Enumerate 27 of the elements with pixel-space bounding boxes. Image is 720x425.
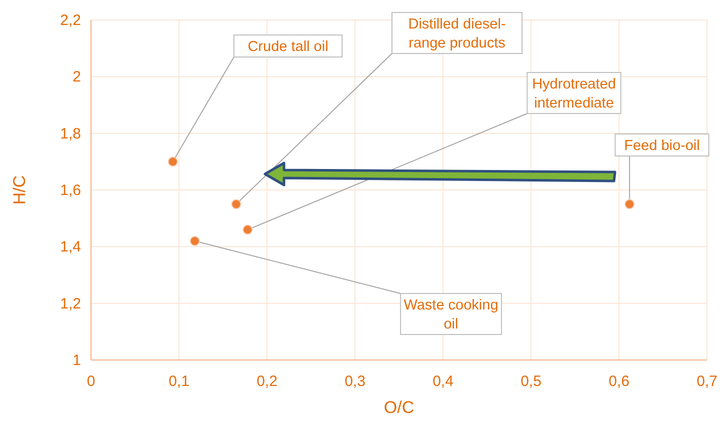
y-tick-label: 1 <box>72 352 81 369</box>
y-tick-label: 2 <box>72 68 81 86</box>
x-tick-label: 0,5 <box>520 373 542 390</box>
x-tick-label: 0 <box>86 373 96 390</box>
y-tick-label: 1,2 <box>60 295 81 312</box>
x-tick-label: 0,2 <box>256 373 278 390</box>
x-tick-label: 0,1 <box>168 373 190 390</box>
x-axis-title: O/C <box>384 398 414 417</box>
y-tick-label: 1,8 <box>60 125 81 142</box>
point <box>231 199 242 210</box>
annotation: Distilled diesel-range products <box>408 16 506 52</box>
annotation: Waste cooking oil <box>404 298 498 332</box>
x-tick-label: 0,3 <box>344 373 366 390</box>
y-tick-label: 2,2 <box>60 12 81 29</box>
annotation: Crude tall oil <box>248 39 328 55</box>
y-tick-label: 1,4 <box>60 238 81 256</box>
point <box>190 236 200 246</box>
x-tick-label: 0,7 <box>696 373 718 390</box>
point <box>624 199 635 210</box>
x-tick-label: 0,4 <box>432 373 454 390</box>
point <box>242 224 253 235</box>
point <box>168 156 178 167</box>
y-axis-title: H/C <box>10 175 29 205</box>
x-tick-label: 0,6 <box>608 373 630 390</box>
annotation: Hydrotreated intermediate <box>532 76 616 112</box>
y-tick-label: 1,6 <box>60 182 81 199</box>
annotation: Feed bio-oil <box>624 138 700 154</box>
